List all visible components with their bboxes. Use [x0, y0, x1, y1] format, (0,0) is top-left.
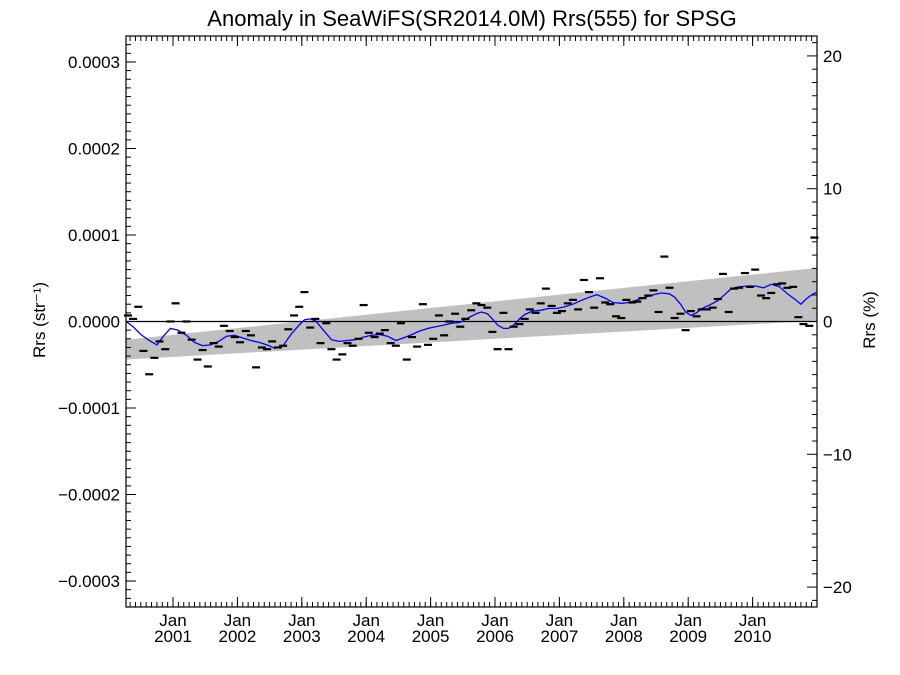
- chart-title: Anomaly in SeaWiFS(SR2014.0M) Rrs(555) f…: [207, 6, 736, 31]
- y-tick-label-right: 0: [823, 313, 832, 332]
- x-tick-label-year: 2008: [605, 627, 643, 646]
- x-tick-label-month: Jan: [224, 611, 251, 630]
- y-tick-label-right: 20: [823, 47, 842, 66]
- y-tick-label-left: 0.0003: [68, 53, 120, 72]
- y-tick-label-left: 0.0001: [68, 226, 120, 245]
- y-tick-label-left: 0.0000: [68, 313, 120, 332]
- x-tick-label-month: Jan: [417, 611, 444, 630]
- x-tick-label-year: 2010: [734, 627, 772, 646]
- y-axis-label-left: Rrs (str⁻¹): [30, 282, 49, 358]
- smoothed-anomaly-line: [125, 283, 818, 349]
- x-tick-label-month: Jan: [739, 611, 766, 630]
- x-tick-label-month: Jan: [288, 611, 315, 630]
- x-tick-label-year: 2003: [283, 627, 321, 646]
- x-tick-label-month: Jan: [674, 611, 701, 630]
- x-tick-label-year: 2004: [347, 627, 385, 646]
- y-tick-label-left: −0.0002: [58, 486, 120, 505]
- x-tick-label-year: 2005: [412, 627, 450, 646]
- y-tick-label-right: −20: [823, 578, 852, 597]
- x-tick-label-year: 2009: [669, 627, 707, 646]
- y-axis-label-right: Rrs (%): [860, 291, 879, 349]
- x-tick-label-year: 2001: [154, 627, 192, 646]
- plot-area: 0.0003 0.0002 0.0001 0.0000 −0.0001 −0.0002 −0…: [58, 35, 852, 646]
- x-tick-label-month: Jan: [481, 611, 508, 630]
- y-tick-label-left: −0.0003: [58, 572, 120, 591]
- x-tick-label-month: Jan: [546, 611, 573, 630]
- x-tick-label-year: 2002: [218, 627, 256, 646]
- y-tick-label-right: 10: [823, 180, 842, 199]
- x-tick-label-month: Jan: [352, 611, 379, 630]
- y-tick-label-right: −10: [823, 445, 852, 464]
- x-tick-label-month: Jan: [159, 611, 186, 630]
- x-tick-label-year: 2006: [476, 627, 514, 646]
- trend-confidence-band: [126, 267, 817, 360]
- y-tick-label-left: −0.0001: [58, 399, 120, 418]
- y-tick-label-left: 0.0002: [68, 139, 120, 158]
- x-tick-label-month: Jan: [610, 611, 637, 630]
- x-tick-label-year: 2007: [540, 627, 578, 646]
